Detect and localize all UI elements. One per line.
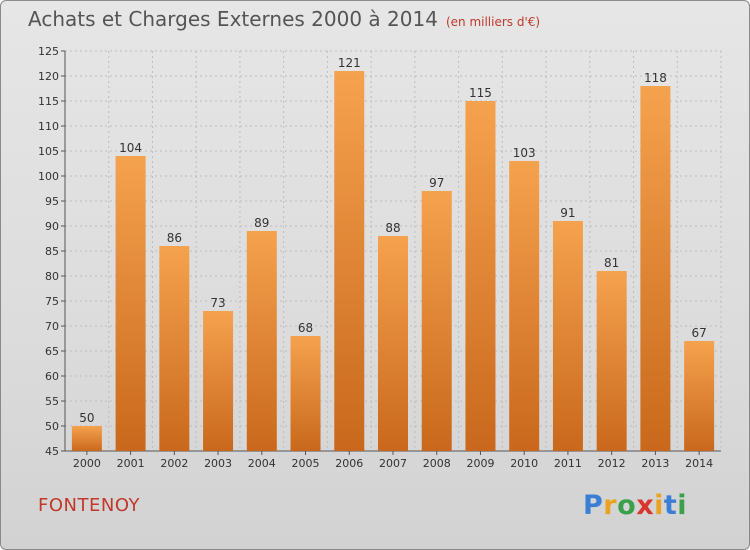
x-tick-label-2009: 2009 (466, 457, 494, 470)
value-label-2006: 121 (338, 56, 361, 70)
y-tick-label: 120 (38, 70, 59, 83)
value-label-2014: 67 (691, 326, 706, 340)
y-tick-label: 80 (45, 270, 59, 283)
logo-letter: P (583, 490, 604, 521)
x-tick-label-2010: 2010 (510, 457, 538, 470)
y-tick-label: 70 (45, 320, 59, 333)
value-label-2007: 88 (385, 221, 400, 235)
value-label-2012: 81 (604, 256, 619, 270)
y-tick-label: 95 (45, 195, 59, 208)
labels: 45 50 55 60 65 70 75 80 85 90 95 100 105 110 115 120 125… (38, 45, 713, 470)
bar-2008 (421, 191, 452, 451)
title-main: Achats et Charges Externes 2000 à 2014 (28, 7, 438, 31)
x-tick-label-2006: 2006 (335, 457, 363, 470)
y-tick-label: 100 (38, 170, 59, 183)
x-tick-label-2002: 2002 (160, 457, 188, 470)
bar-2006 (334, 71, 365, 451)
bar-2012 (596, 271, 627, 451)
x-tick-label-2003: 2003 (204, 457, 232, 470)
proxiti-logo: Proxiti (583, 490, 687, 521)
logo-letter: i (654, 490, 664, 521)
x-tick-label-2011: 2011 (554, 457, 582, 470)
logo-letter: i (677, 490, 688, 521)
x-tick-label-2005: 2005 (292, 457, 320, 470)
value-label-2003: 73 (210, 296, 225, 310)
value-label-2008: 97 (429, 176, 444, 190)
bar-2000 (71, 426, 102, 451)
bar-2010 (509, 161, 540, 451)
bar-2002 (159, 246, 190, 451)
x-tick-label-2012: 2012 (598, 457, 626, 470)
value-label-2009: 115 (469, 86, 492, 100)
y-tick-label: 110 (38, 120, 59, 133)
logo-letter: r (603, 490, 618, 521)
bars (71, 71, 715, 451)
bar-2011 (552, 221, 583, 451)
bar-2009 (465, 101, 496, 451)
value-label-2004: 89 (254, 216, 269, 230)
bar-2013 (640, 86, 671, 451)
x-tick-label-2008: 2008 (423, 457, 451, 470)
x-tick-label-2001: 2001 (117, 457, 145, 470)
bar-2004 (246, 231, 277, 451)
city-name: FONTENOY (38, 495, 140, 516)
value-label-2000: 50 (79, 411, 94, 425)
y-tick-label: 105 (38, 145, 59, 158)
value-label-2010: 103 (513, 146, 536, 160)
bar-2007 (378, 236, 408, 451)
x-tick-label-2014: 2014 (685, 457, 713, 470)
bar-2014 (684, 341, 715, 451)
y-tick-label: 60 (45, 370, 59, 383)
y-tick-label: 75 (45, 295, 59, 308)
logo-letter: t (663, 490, 678, 521)
y-tick-label: 45 (45, 445, 59, 458)
value-label-2001: 104 (119, 141, 142, 155)
y-tick-label: 115 (38, 95, 59, 108)
value-label-2002: 86 (167, 231, 182, 245)
y-tick-label: 65 (45, 345, 59, 358)
value-label-2011: 91 (560, 206, 575, 220)
x-tick-label-2007: 2007 (379, 457, 407, 470)
y-tick-label: 50 (45, 420, 59, 433)
title-unit: (en milliers d'€) (445, 15, 541, 29)
y-tick-label: 55 (45, 395, 59, 408)
bar-2001 (115, 156, 146, 451)
bar-2005 (290, 336, 321, 451)
x-tick-label-2004: 2004 (248, 457, 276, 470)
value-label-2005: 68 (298, 321, 313, 335)
y-tick-label: 90 (45, 220, 59, 233)
x-tick-label-2000: 2000 (73, 457, 101, 470)
logo-letter: o (617, 490, 637, 521)
y-tick-label: 85 (45, 245, 59, 258)
x-tick-label-2013: 2013 (641, 457, 669, 470)
y-tick-label: 125 (38, 45, 59, 58)
bar-2003 (203, 311, 234, 451)
chart-title: Achats et Charges Externes 2000 à 2014 (e… (28, 7, 540, 31)
value-label-2013: 118 (644, 71, 667, 85)
logo-letter: x (636, 490, 655, 521)
